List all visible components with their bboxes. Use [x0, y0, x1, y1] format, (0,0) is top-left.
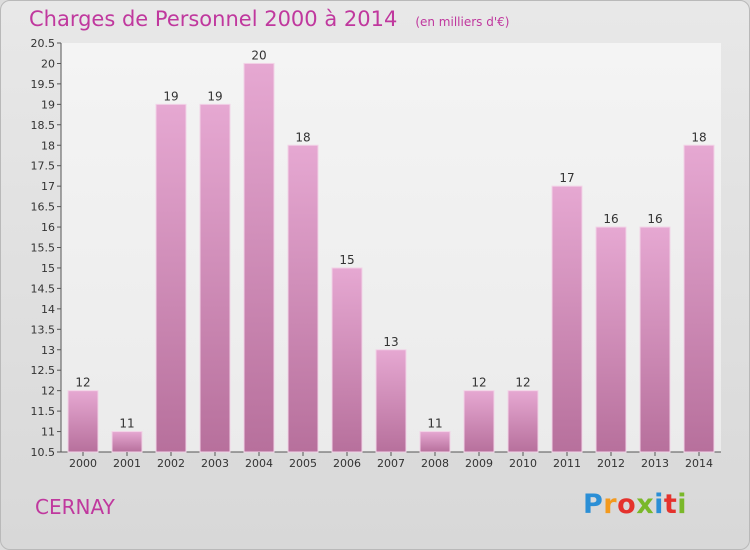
- bar: [683, 144, 715, 453]
- bar-value-label: 12: [471, 376, 486, 390]
- bar-value-label: 15: [339, 253, 354, 267]
- bar-value-label: 12: [75, 376, 90, 390]
- x-tick-label: 2002: [157, 457, 185, 470]
- bar: [67, 390, 99, 453]
- y-tick-label: 17: [41, 180, 55, 193]
- bar: [331, 267, 363, 453]
- logo-letter: t: [663, 489, 678, 520]
- x-tick-label: 2000: [69, 457, 97, 470]
- bar: [375, 349, 407, 453]
- bar-value-label: 19: [207, 89, 222, 103]
- bar: [463, 390, 495, 453]
- y-tick-label: 15.5: [31, 242, 56, 255]
- y-tick-label: 13: [41, 344, 55, 357]
- logo-letter: i: [677, 489, 688, 520]
- x-tick-label: 2004: [245, 457, 273, 470]
- proxiti-logo: Proxiti: [583, 489, 687, 520]
- y-tick-label: 14: [41, 303, 55, 316]
- y-tick-label: 11: [41, 426, 55, 439]
- x-tick-label: 2010: [509, 457, 537, 470]
- y-tick-label: 19: [41, 98, 55, 111]
- x-tick-label: 2013: [641, 457, 669, 470]
- y-tick-label: 16.5: [31, 201, 56, 214]
- y-tick-label: 18: [41, 139, 55, 152]
- x-tick-label: 2014: [685, 457, 713, 470]
- bar: [595, 226, 627, 453]
- y-tick-label: 20.5: [31, 37, 56, 50]
- y-tick-label: 12: [41, 385, 55, 398]
- y-tick-label: 10.5: [31, 446, 56, 459]
- bar: [551, 185, 583, 453]
- y-tick-label: 12.5: [31, 364, 56, 377]
- bar: [155, 103, 187, 453]
- bar-value-label: 16: [647, 212, 662, 226]
- y-tick-label: 19.5: [31, 78, 56, 91]
- bar-value-label: 18: [691, 130, 706, 144]
- bar: [243, 62, 275, 453]
- bar-value-label: 13: [383, 335, 398, 349]
- bar-value-label: 20: [251, 48, 266, 62]
- bar: [419, 431, 451, 453]
- y-tick-label: 11.5: [31, 405, 56, 418]
- bar-value-label: 11: [427, 417, 442, 431]
- bar-value-label: 18: [295, 130, 310, 144]
- bar-value-label: 12: [515, 376, 530, 390]
- x-tick-label: 2001: [113, 457, 141, 470]
- location-name: CERNAY: [35, 495, 115, 519]
- y-tick-label: 15: [41, 262, 55, 275]
- logo-letter: o: [617, 489, 637, 520]
- y-tick-label: 16: [41, 221, 55, 234]
- x-tick-label: 2007: [377, 457, 405, 470]
- y-tick-label: 20: [41, 57, 55, 70]
- logo-letter: P: [583, 489, 604, 520]
- logo-letter: x: [636, 489, 655, 520]
- bar-value-label: 11: [119, 417, 134, 431]
- logo-letter: r: [603, 489, 618, 520]
- chart-title: Charges de Personnel 2000 à 2014: [29, 7, 398, 31]
- x-tick-label: 2003: [201, 457, 229, 470]
- bar: [507, 390, 539, 453]
- y-tick-label: 17.5: [31, 160, 56, 173]
- bar-value-label: 19: [163, 89, 178, 103]
- logo-letter: i: [654, 489, 664, 520]
- x-tick-label: 2011: [553, 457, 581, 470]
- x-tick-label: 2012: [597, 457, 625, 470]
- bar-value-label: 16: [603, 212, 618, 226]
- x-tick-label: 2005: [289, 457, 317, 470]
- bar: [639, 226, 671, 453]
- bar-value-label: 17: [559, 171, 574, 185]
- x-tick-label: 2008: [421, 457, 449, 470]
- bar: [111, 431, 143, 453]
- bar: [287, 144, 319, 453]
- bar: [199, 103, 231, 453]
- x-tick-label: 2006: [333, 457, 361, 470]
- chart-subtitle: (en milliers d'€): [415, 15, 510, 29]
- y-tick-label: 14.5: [31, 282, 56, 295]
- x-tick-label: 2009: [465, 457, 493, 470]
- y-tick-label: 13.5: [31, 323, 56, 336]
- chart-header: Charges de Personnel 2000 à 2014 (en mill…: [29, 7, 509, 31]
- y-tick-label: 18.5: [31, 119, 56, 132]
